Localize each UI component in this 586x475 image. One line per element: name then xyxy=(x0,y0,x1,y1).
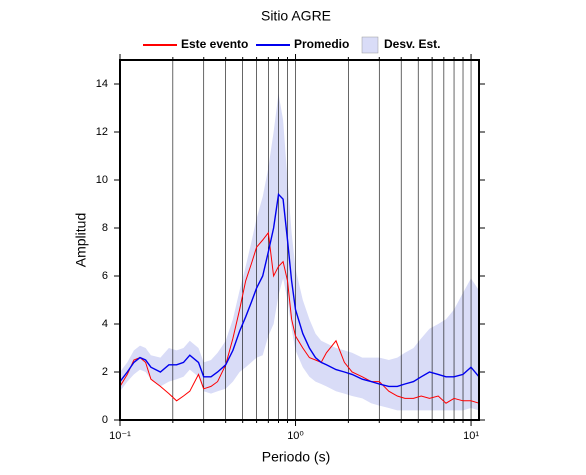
chart-title: Sitio AGRE xyxy=(261,8,331,24)
y-tick-label: 8 xyxy=(102,222,108,234)
axis-layer: 10⁻¹ 10⁰ 10¹ 0 2 4 6 8 10 12 14 xyxy=(96,54,485,442)
x-tick-label: 10⁰ xyxy=(287,430,304,442)
series-line xyxy=(119,231,480,404)
legend-label: Este evento xyxy=(181,37,248,51)
y-tick-label: 10 xyxy=(96,174,108,186)
plot-frame xyxy=(119,59,480,421)
grid-layer xyxy=(119,60,472,420)
band-layer xyxy=(120,93,479,411)
y-tick-label: 14 xyxy=(96,78,108,90)
x-tick-label: 10⁻¹ xyxy=(109,430,131,442)
y-tick-label: 0 xyxy=(102,414,108,426)
std-band xyxy=(120,93,479,411)
y-tick-label: 4 xyxy=(102,318,108,330)
x-axis-label: Periodo (s) xyxy=(262,449,330,465)
x-tick-label: 10¹ xyxy=(463,430,479,442)
legend-label: Desv. Est. xyxy=(384,37,440,51)
y-tick-label: 12 xyxy=(96,126,108,138)
y-tick-label: 2 xyxy=(102,366,108,378)
series-line xyxy=(119,192,480,388)
y-axis-label: Amplitud xyxy=(73,213,89,267)
legend-swatch xyxy=(361,36,379,54)
legend-label: Promedio xyxy=(294,37,349,51)
y-tick-label: 6 xyxy=(102,270,108,282)
line-layer xyxy=(119,192,480,404)
